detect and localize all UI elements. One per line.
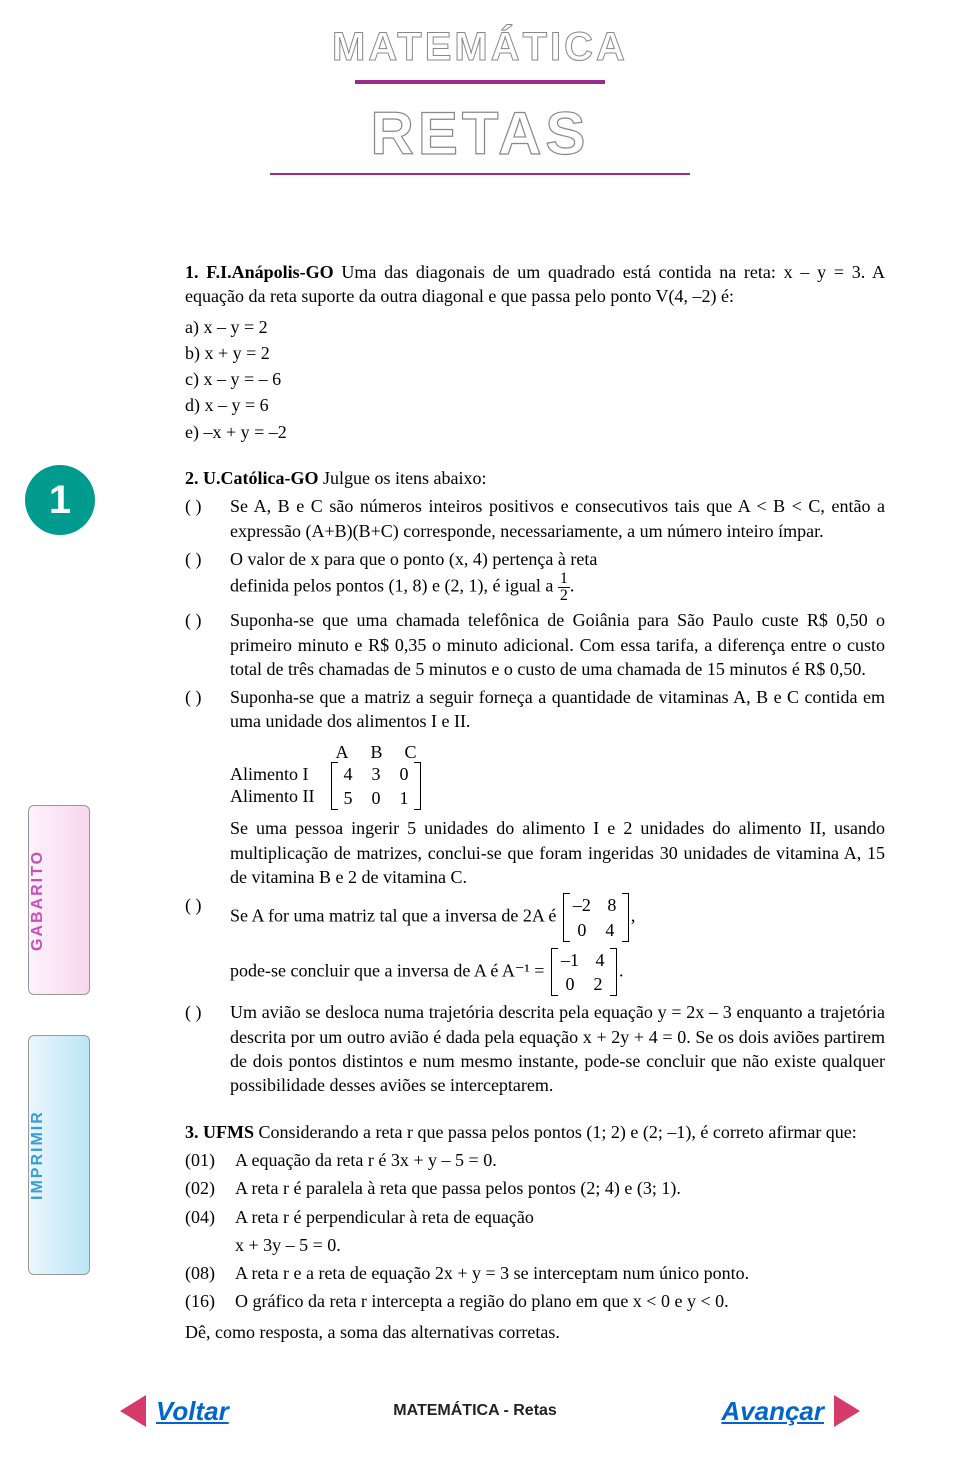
paren-blank: ( )	[185, 494, 230, 543]
q2-item-1-body: Se A, B e C são números inteiros positiv…	[230, 494, 885, 543]
paren-blank: ( )	[185, 685, 230, 889]
q1-options: a) x – y = 2 b) x + y = 2 c) x – y = – 6…	[185, 315, 885, 444]
q3-alt-04: (04) A reta r é perpendicular à reta de …	[185, 1205, 885, 1229]
q2-item-4-body: Suponha-se que a matriz a seguir forneça…	[230, 685, 885, 889]
q1-opt-e: e) –x + y = –2	[185, 420, 885, 444]
paren-blank: ( )	[185, 893, 230, 996]
paren-blank: ( )	[185, 1000, 230, 1097]
q2-stem: Julgue os itens abaixo:	[323, 468, 486, 488]
nav-forward-label: Avançar	[721, 1396, 824, 1427]
q2-item-4: ( ) Suponha-se que a matriz a seguir for…	[185, 685, 885, 889]
q3-alt-04-eq: x + 3y – 5 = 0.	[185, 1233, 885, 1257]
q3-number: 3.	[185, 1122, 199, 1142]
food-matrix: 430 501	[331, 762, 421, 811]
matrix-2a-inverse: –28 04	[563, 893, 629, 942]
arrow-right-icon	[834, 1395, 860, 1427]
q3-alt-08: (08) A reta r e a reta de equação 2x + y…	[185, 1261, 885, 1285]
header-divider	[355, 80, 605, 84]
nav-back-label: Voltar	[156, 1396, 229, 1427]
q2-item-2-body: O valor de x para que o ponto (x, 4) per…	[230, 547, 885, 604]
question-3: 3. UFMS Considerando a reta r que passa …	[185, 1120, 885, 1344]
gabarito-button[interactable]: GABARITO	[28, 805, 90, 995]
q3-stem: Considerando a reta r que passa pelos po…	[259, 1122, 857, 1142]
q2-item-2: ( ) O valor de x para que o ponto (x, 4)…	[185, 547, 885, 604]
paren-blank: ( )	[185, 547, 230, 604]
footer-title: MATEMÁTICA - Retas	[393, 1402, 557, 1420]
q2-item-3-body: Suponha-se que uma chamada telefônica de…	[230, 608, 885, 681]
q1-number: 1.	[185, 262, 199, 282]
q2-item-5: ( ) Se A for uma matriz tal que a invers…	[185, 893, 885, 996]
q1-opt-d: d) x – y = 6	[185, 393, 885, 417]
question-2: 2. U.Católica-GO Julgue os itens abaixo:…	[185, 466, 885, 1098]
arrow-left-icon	[120, 1395, 146, 1427]
paren-blank: ( )	[185, 608, 230, 681]
matrix-a-inverse: –14 02	[551, 948, 617, 997]
fraction-half: 12	[558, 571, 570, 604]
topic-divider	[270, 173, 690, 175]
q2-source: U.Católica-GO	[203, 468, 318, 488]
page-number-badge: 1	[25, 465, 95, 535]
q1-opt-b: b) x + y = 2	[185, 341, 885, 365]
main-content: 1. F.I.Anápolis-GO Uma das diagonais de …	[185, 260, 885, 1366]
q1-opt-c: c) x – y = – 6	[185, 367, 885, 391]
question-1: 1. F.I.Anápolis-GO Uma das diagonais de …	[185, 260, 885, 444]
q2-item-3: ( ) Suponha-se que uma chamada telefônic…	[185, 608, 885, 681]
imprimir-button[interactable]: IMPRIMIR	[28, 1035, 90, 1275]
subject-title: MATEMÁTICA	[0, 25, 960, 70]
nav-bar: Voltar MATEMÁTICA - Retas Avançar	[0, 1395, 960, 1427]
q1-source: F.I.Anápolis-GO	[206, 262, 333, 282]
q2-item-1: ( ) Se A, B e C são números inteiros pos…	[185, 494, 885, 543]
nav-back[interactable]: Voltar	[120, 1395, 229, 1427]
q3-alt-16: (16) O gráfico da reta r intercepta a re…	[185, 1289, 885, 1313]
q1-opt-a: a) x – y = 2	[185, 315, 885, 339]
topic-title: RETAS	[0, 99, 960, 168]
q3-final: Dê, como resposta, a soma das alternativ…	[185, 1320, 885, 1344]
q3-alt-01: (01) A equação da reta r é 3x + y – 5 = …	[185, 1148, 885, 1172]
q2-item-6: ( ) Um avião se desloca numa trajetória …	[185, 1000, 885, 1097]
q2-item-5-body: Se A for uma matriz tal que a inversa de…	[230, 893, 885, 996]
q3-source: UFMS	[203, 1122, 254, 1142]
q3-alt-02: (02) A reta r é paralela à reta que pass…	[185, 1176, 885, 1200]
q2-number: 2.	[185, 468, 199, 488]
nav-forward[interactable]: Avançar	[721, 1395, 860, 1427]
q2-item-6-body: Um avião se desloca numa trajetória desc…	[230, 1000, 885, 1097]
